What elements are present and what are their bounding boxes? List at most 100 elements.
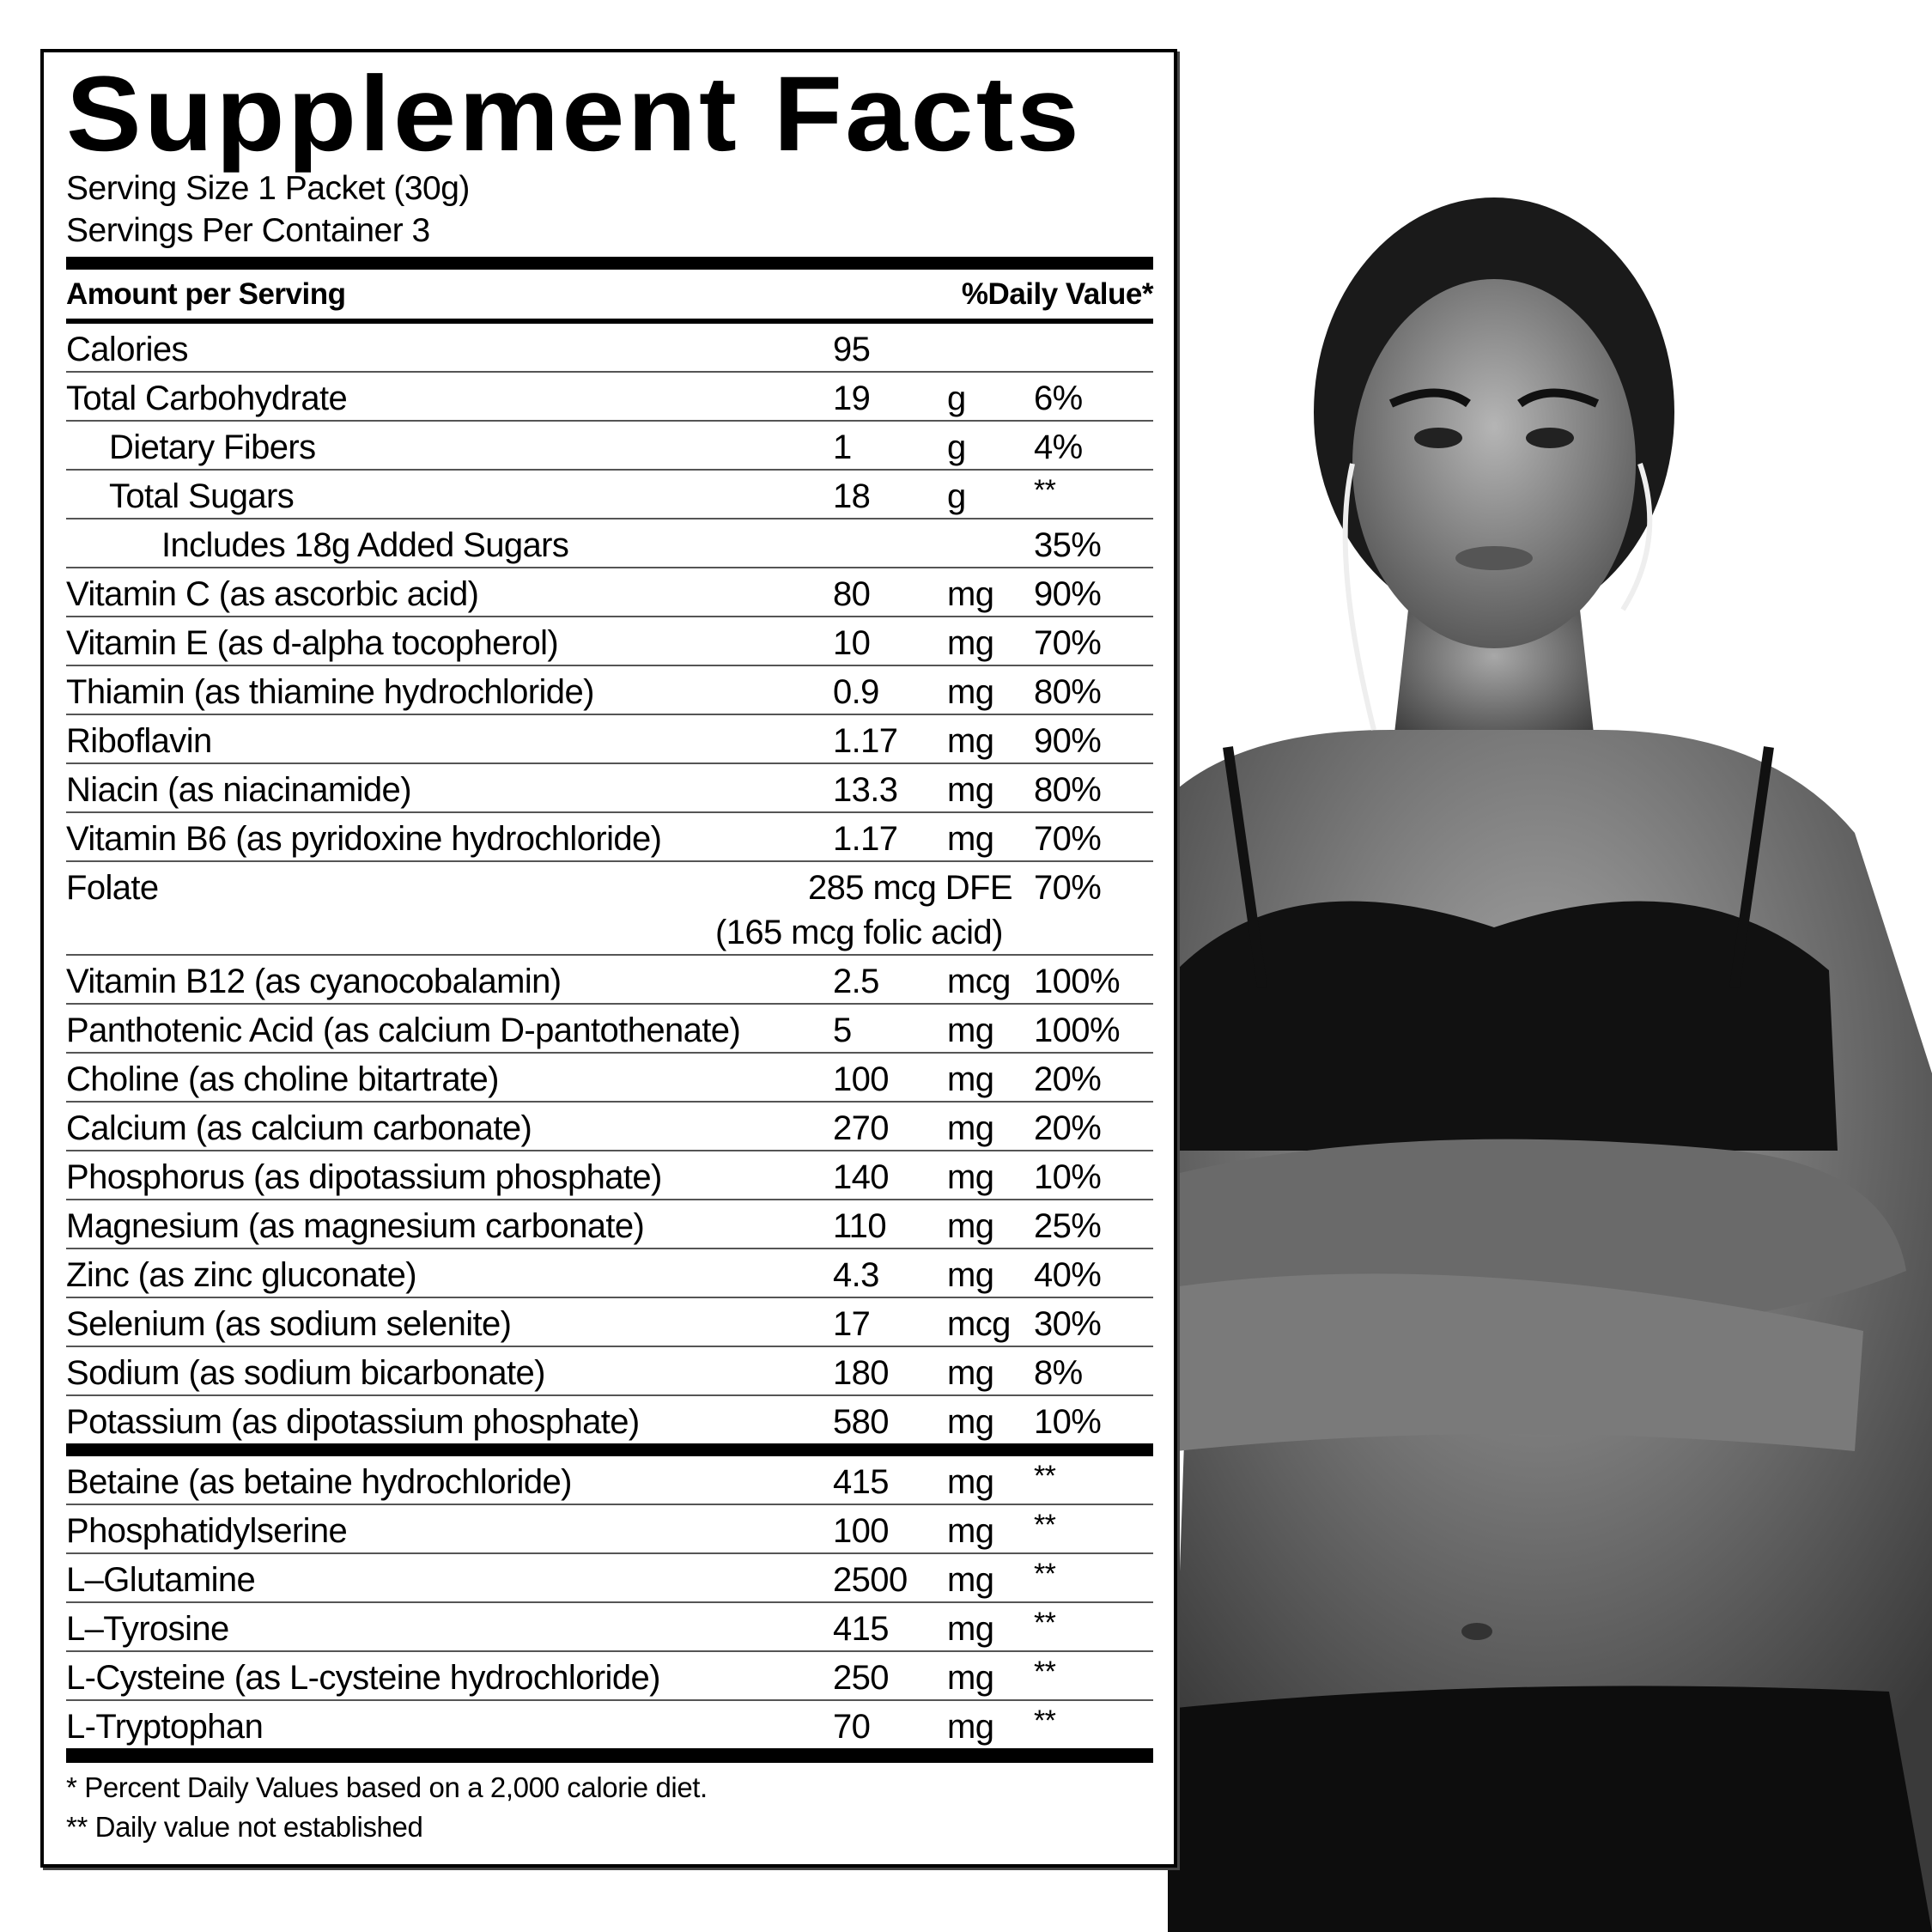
folate-note: (165 mcg folic acid) (715, 914, 1003, 951)
nutrient-unit: mg (947, 1659, 994, 1697)
nutrient-name: Magnesium (as magnesium carbonate) (66, 1207, 645, 1245)
nutrient-unit: mg (947, 1610, 994, 1648)
nutrient-unit: g (947, 477, 966, 515)
nutrient-unit: mg (947, 771, 994, 809)
nutrient-daily-value: 20% (1034, 1060, 1102, 1098)
nutrient-row: Thiamin (as thiamine hydrochloride) 0.9 mg… (66, 666, 1153, 715)
nutrient-row: L–Tyrosine 415 mg ** (66, 1603, 1153, 1652)
amount-per-serving-label: Amount per Serving (66, 276, 346, 311)
nutrient-name: Betaine (as betaine hydrochloride) (66, 1463, 572, 1501)
nutrient-amount: 13.3 (833, 771, 898, 809)
nutrient-name: Phosphatidylserine (66, 1512, 348, 1550)
nutrient-name: Total Carbohydrate (66, 380, 348, 417)
divider-thick (66, 257, 1153, 270)
nutrient-amount: 180 (833, 1354, 890, 1392)
nutrient-amount: 1 (833, 428, 852, 466)
nutrient-amount: 5 (833, 1012, 852, 1049)
nutrient-amount: 1.17 (833, 820, 898, 858)
nutrient-amount: 19 (833, 380, 871, 417)
nutrient-daily-value: 70% (1034, 624, 1102, 662)
nutrient-row: Riboflavin 1.17 mg 90% (66, 715, 1153, 764)
nutrient-name: Panthotenic Acid (as calcium D-pantothen… (66, 1012, 741, 1049)
athlete-photo (1133, 197, 1932, 1932)
nutrient-unit: mg (947, 1403, 994, 1441)
nutrient-unit: mg (947, 1109, 994, 1147)
divider-thick (66, 1748, 1153, 1763)
panel-title: Supplement Facts (66, 55, 1082, 173)
nutrient-name: Phosphorus (as dipotassium phosphate) (66, 1158, 662, 1196)
nutrient-unit: mg (947, 624, 994, 662)
nutrient-name: Folate (66, 869, 159, 907)
nutrient-daily-value: 70% (1034, 869, 1102, 907)
nutrient-unit: mg (947, 673, 994, 711)
nutrient-unit: mg (947, 1012, 994, 1049)
nutrient-amount: 270 (833, 1109, 890, 1147)
nutrient-name: Vitamin B6 (as pyridoxine hydrochloride) (66, 820, 662, 858)
servings-per-container: Servings Per Container 3 (66, 212, 430, 249)
nutrient-unit: mcg (947, 963, 1011, 1000)
nutrient-row: L–Glutamine 2500 mg ** (66, 1554, 1153, 1603)
nutrient-row: Vitamin C (as ascorbic acid) 80 mg 90% (66, 568, 1153, 617)
nutrient-daily-value: 90% (1034, 722, 1102, 760)
nutrient-row: Zinc (as zinc gluconate) 4.3 mg 40% (66, 1249, 1153, 1298)
nutrient-daily-value: 35% (1034, 526, 1102, 564)
table-header: Amount per Serving %Daily Value* (66, 270, 1154, 319)
nutrient-row-folate: Folate 285 mcg DFE 70% (165 mcg folic ac… (66, 862, 1153, 956)
nutrient-unit: mg (947, 1512, 994, 1550)
nutrient-row: Betaine (as betaine hydrochloride) 415 mg *… (66, 1456, 1153, 1505)
nutrient-row: Calories 95 (66, 324, 1153, 373)
nutrient-unit: g (947, 380, 966, 417)
nutrient-daily-value: ** (1034, 1656, 1056, 1688)
nutrient-daily-value: ** (1034, 1704, 1056, 1737)
nutrient-name: Includes 18g Added Sugars (161, 526, 569, 564)
nutrient-name: L–Glutamine (66, 1561, 256, 1599)
nutrient-daily-value: 30% (1034, 1305, 1102, 1343)
nutrient-daily-value: 10% (1034, 1403, 1102, 1441)
nutrient-amount: 0.9 (833, 673, 879, 711)
nutrient-amount: 580 (833, 1403, 890, 1441)
nutrient-daily-value: 80% (1034, 771, 1102, 809)
nutrient-name: Vitamin C (as ascorbic acid) (66, 575, 479, 613)
divider-thick (66, 1443, 1153, 1456)
nutrient-amount: 4.3 (833, 1256, 879, 1294)
nutrient-amount: 2.5 (833, 963, 879, 1000)
nutrient-name: Vitamin E (as d-alpha tocopherol) (66, 624, 559, 662)
nutrient-row: Panthotenic Acid (as calcium D-pantothen… (66, 1005, 1153, 1054)
nutrient-name: Calories (66, 331, 189, 368)
nutrient-amount: 250 (833, 1659, 890, 1697)
footnote-not-established: ** Daily value not established (66, 1811, 423, 1843)
nutrient-amount: 415 (833, 1610, 890, 1648)
divider-medium (66, 319, 1153, 324)
nutrient-row: Includes 18g Added Sugars 35% (66, 519, 1153, 568)
nutrient-row: Calcium (as calcium carbonate) 270 mg 20% (66, 1103, 1153, 1151)
nutrient-name: Choline (as choline bitartrate) (66, 1060, 499, 1098)
nutrient-unit: mg (947, 575, 994, 613)
nutrient-unit: mg (947, 1256, 994, 1294)
serving-size: Serving Size 1 Packet (30g) (66, 170, 470, 207)
nutrient-amount: 17 (833, 1305, 871, 1343)
nutrient-daily-value: 8% (1034, 1354, 1083, 1392)
nutrient-amount: 95 (833, 331, 871, 368)
nutrient-daily-value: 25% (1034, 1207, 1102, 1245)
nutrient-unit: mg (947, 1158, 994, 1196)
nutrient-name: L-Tryptophan (66, 1708, 264, 1746)
nutrient-amount: 70 (833, 1708, 871, 1746)
nutrient-unit: mg (947, 1354, 994, 1392)
nutrient-daily-value: ** (1034, 1558, 1056, 1590)
nutrient-daily-value: 40% (1034, 1256, 1102, 1294)
nutrient-unit: mg (947, 820, 994, 858)
nutrient-name: Total Sugars (109, 477, 295, 515)
nutrient-name: Thiamin (as thiamine hydrochloride) (66, 673, 594, 711)
nutrient-amount: 100 (833, 1512, 890, 1550)
nutrient-amount: 10 (833, 624, 871, 662)
nutrient-row: Total Carbohydrate 19 g 6% (66, 373, 1153, 422)
nutrient-daily-value: 100% (1034, 1012, 1121, 1049)
nutrient-amount: 18 (833, 477, 871, 515)
nutrient-daily-value: ** (1034, 474, 1056, 507)
nutrient-daily-value: 100% (1034, 963, 1121, 1000)
nutrient-name: Potassium (as dipotassium phosphate) (66, 1403, 640, 1441)
nutrient-amount: 110 (833, 1207, 887, 1245)
nutrient-unit: mg (947, 722, 994, 760)
nutrient-row: Selenium (as sodium selenite) 17 mcg 30% (66, 1298, 1153, 1347)
nutrient-row: Vitamin B6 (as pyridoxine hydrochloride)… (66, 813, 1153, 862)
